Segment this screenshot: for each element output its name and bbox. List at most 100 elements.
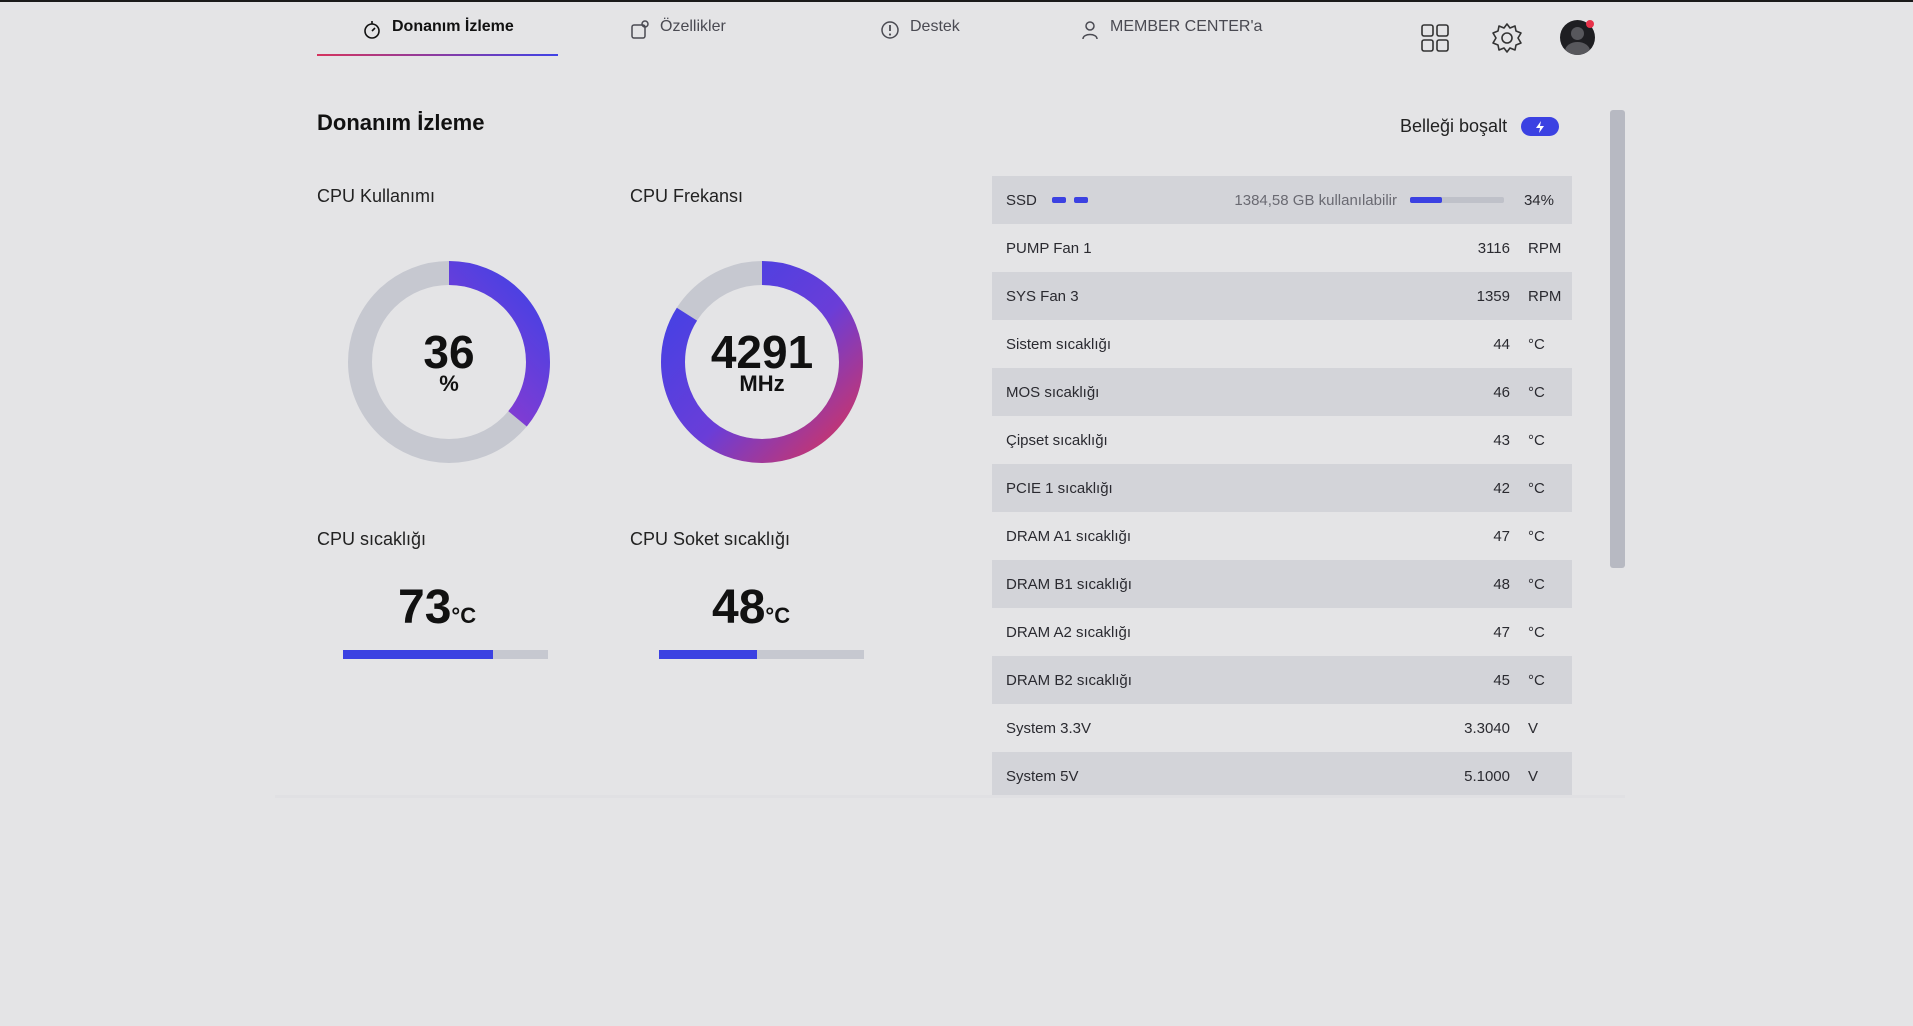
socket-temp-unit: °C: [765, 603, 791, 628]
sensor-list-scrollbar[interactable]: [1610, 110, 1625, 568]
sensor-label: DRAM B1 sıcaklığı: [1006, 575, 1132, 593]
user-icon: [1082, 21, 1098, 40]
cpu-frequency-unit: MHz: [739, 371, 785, 396]
panel-bottom-edge: [275, 795, 1625, 798]
sensor-row: SYS Fan 3 1359 RPM: [992, 272, 1572, 320]
sensor-label: SYS Fan 3: [1006, 287, 1079, 305]
ssd-usage-bar-fill: [1410, 197, 1442, 203]
cpu-temp-unit: °C: [451, 603, 477, 628]
tab-label: Destek: [910, 18, 960, 35]
gear-icon[interactable]: [1491, 22, 1523, 54]
sensor-value: 47: [1493, 527, 1510, 545]
tab-support[interactable]: Destek: [880, 18, 960, 56]
sensor-unit: °C: [1528, 575, 1545, 593]
monitor-icon: [364, 21, 380, 39]
sensor-row: DRAM B2 sıcaklığı 45 °C: [992, 656, 1572, 704]
features-icon: [631, 20, 649, 39]
ssd-activity-indicator: [1052, 197, 1088, 203]
sensor-value: 3116: [1477, 239, 1510, 257]
sensor-row: DRAM A1 sıcaklığı 47 °C: [992, 512, 1572, 560]
sensor-rows: PUMP Fan 1 3116 RPM SYS Fan 3 1359 RPM Sistem …: [992, 224, 1572, 796]
cpu-usage-unit: %: [439, 371, 459, 396]
ssd-usage-bar: [1410, 197, 1504, 203]
sensor-row: Çipset sıcaklığı 43 °C: [992, 416, 1572, 464]
cpu-usage-gauge: 36 %: [344, 257, 554, 467]
page-title: Donanım İzleme: [317, 110, 485, 135]
tab-hardware-monitor[interactable]: Donanım İzleme: [362, 18, 514, 56]
sensor-value: 45: [1493, 671, 1510, 689]
sensor-label: Sistem sıcaklığı: [1006, 335, 1112, 353]
free-memory-label: Belleği boşalt: [1400, 116, 1508, 136]
cpu-usage-label: CPU Kullanımı: [317, 186, 436, 206]
sensor-unit: RPM: [1528, 287, 1562, 305]
tab-label: Donanım İzleme: [392, 18, 514, 35]
cpu-usage-ring: [348, 261, 550, 463]
sensor-value: 47: [1493, 623, 1510, 641]
sensor-label: PUMP Fan 1: [1006, 239, 1092, 257]
sensor-row: System 5V 5.1000 V: [992, 752, 1572, 796]
sensor-value: 3.3040: [1464, 719, 1510, 737]
tab-member-center[interactable]: MEMBER CENTER'a: [1080, 18, 1262, 56]
sensor-row: Sistem sıcaklığı 44 °C: [992, 320, 1572, 368]
boost-icon: [1536, 120, 1545, 133]
cpu-temp-bar-fill: [343, 650, 493, 659]
sensor-row: DRAM A2 sıcaklığı 47 °C: [992, 608, 1572, 656]
sensor-value: 5.1000: [1464, 767, 1510, 785]
avatar-body: [1565, 42, 1590, 55]
cpu-temp-value: 73: [398, 581, 452, 634]
avatar-head: [1571, 27, 1584, 40]
sensor-label: MOS sıcaklığı: [1006, 383, 1100, 401]
sensor-unit: °C: [1528, 335, 1545, 353]
cpu-temp-readout: 73°C: [398, 580, 476, 635]
sensor-unit: °C: [1528, 623, 1545, 641]
cpu-temp-label: CPU sıcaklığı: [317, 529, 427, 549]
cpu-frequency-value: 4291: [710, 326, 814, 378]
gauge-fill: [661, 261, 863, 463]
sensor-value: 46: [1493, 383, 1510, 401]
support-icon: [881, 21, 899, 39]
cpu-temp-bar: [343, 650, 548, 659]
sensor-label: DRAM A1 sıcaklığı: [1006, 527, 1132, 545]
cpu-frequency-gauge: 4291 MHz: [657, 257, 867, 467]
sensor-unit: °C: [1528, 527, 1545, 545]
notification-dot: [1586, 20, 1594, 28]
sensor-label: DRAM A2 sıcaklığı: [1006, 623, 1132, 641]
ssd-percent: 34%: [1523, 191, 1554, 209]
apps-grid-icon[interactable]: [1419, 22, 1451, 54]
sensor-row: MOS sıcaklığı 46 °C: [992, 368, 1572, 416]
cpu-frequency-label: CPU Frekansı: [630, 186, 744, 206]
ssd-free-space: 1384,58 GB kullanılabilir: [1234, 191, 1397, 209]
sensor-row: System 3.3V 3.3040 V: [992, 704, 1572, 752]
tab-label: Özellikler: [660, 18, 726, 35]
sensor-row: PCIE 1 sıcaklığı 42 °C: [992, 464, 1572, 512]
sensor-unit: °C: [1528, 431, 1545, 449]
socket-temp-readout: 48°C: [712, 580, 790, 635]
active-tab-indicator: [317, 54, 558, 56]
sensor-label: Çipset sıcaklığı: [1006, 431, 1108, 449]
tab-label: MEMBER CENTER'a: [1110, 18, 1263, 35]
sensor-unit: °C: [1528, 479, 1545, 497]
sensor-unit: RPM: [1528, 239, 1562, 257]
ssd-row: SSD 1384,58 GB kullanılabilir 34%: [992, 176, 1572, 224]
window-top-border: [0, 0, 1913, 2]
socket-temp-label: CPU Soket sıcaklığı: [630, 529, 791, 549]
sensor-value: 43: [1493, 431, 1510, 449]
sensor-label: DRAM B2 sıcaklığı: [1006, 671, 1132, 689]
sensor-row: PUMP Fan 1 3116 RPM: [992, 224, 1572, 272]
sensor-unit: V: [1528, 767, 1539, 785]
tab-features[interactable]: Özellikler: [630, 18, 726, 56]
sensor-value: 48: [1493, 575, 1510, 593]
sensor-unit: V: [1528, 719, 1539, 737]
free-memory-control: Belleği boşalt: [1400, 116, 1560, 137]
top-nav: Donanım İzleme Özellikler Destek MEMBER …: [0, 0, 1913, 60]
sensor-unit: °C: [1528, 671, 1545, 689]
sensor-row: DRAM B1 sıcaklığı 48 °C: [992, 560, 1572, 608]
free-memory-button[interactable]: [1521, 117, 1560, 136]
sensor-label: System 5V: [1006, 767, 1079, 785]
sensor-value: 42: [1493, 479, 1510, 497]
ssd-label: SSD: [1006, 191, 1037, 209]
socket-temp-value: 48: [712, 581, 766, 634]
cpu-usage-value: 36: [423, 326, 475, 378]
sensor-list: SSD 1384,58 GB kullanılabilir 34% PUMP F…: [992, 176, 1572, 796]
socket-temp-bar: [659, 650, 864, 659]
